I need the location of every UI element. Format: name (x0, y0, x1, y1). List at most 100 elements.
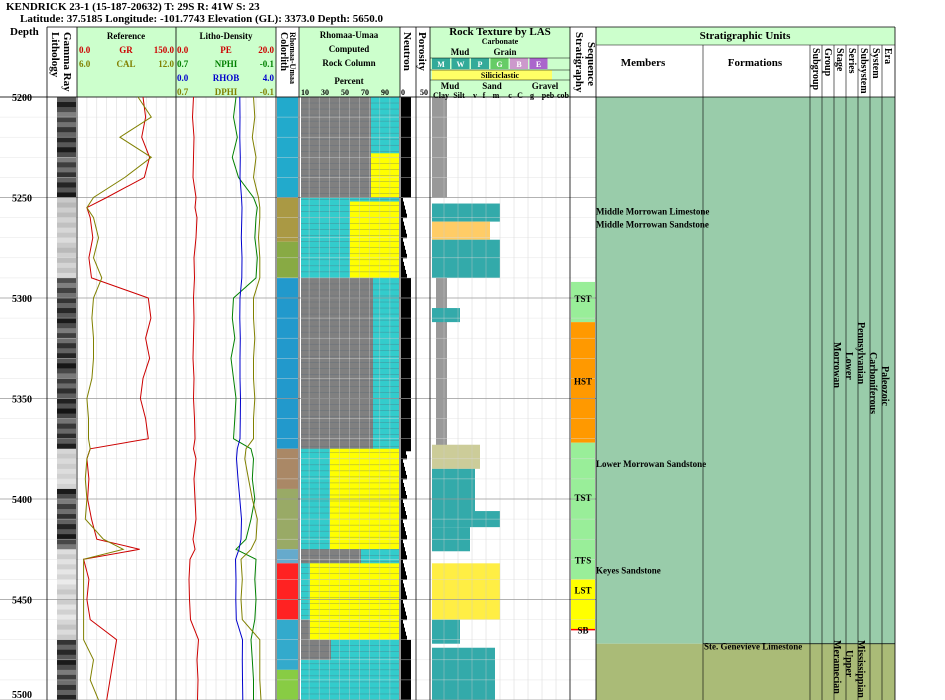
porosity-label: Porosity (416, 32, 428, 71)
neutron-porosity-fill (401, 511, 406, 516)
neutron-porosity-fill (401, 306, 411, 311)
texture-class-box (471, 58, 489, 69)
series-label: Lower (843, 352, 854, 380)
gamma-ray-lithology-band (57, 689, 76, 696)
gamma-ray-lithology-band (57, 393, 76, 399)
gamma-ray-lithology-band (57, 519, 76, 525)
neutron-porosity-fill (401, 237, 403, 243)
gamma-ray-lithology-band (57, 659, 76, 666)
neutron-porosity-fill (401, 330, 411, 335)
neutron-porosity-fill (401, 145, 411, 150)
neutron-porosity-fill (401, 579, 403, 584)
gamma-ray-lithology-band (57, 564, 76, 570)
neutron-porosity-fill (401, 314, 411, 319)
texture-class-box (451, 58, 470, 69)
neutron-porosity-fill (401, 241, 404, 247)
neutron-porosity-fill (401, 310, 411, 315)
gamma-ray-lithology-band (57, 368, 76, 374)
neutron-porosity-fill (401, 386, 411, 391)
neutron-porosity-fill (401, 181, 411, 186)
neutron-porosity-fill (401, 603, 404, 609)
curve-dphi (240, 96, 262, 700)
neutron-porosity-fill (401, 659, 411, 665)
neutron-porosity-fill (401, 454, 407, 460)
texture-siliciclastic-class: g (530, 91, 534, 100)
neutron-porosity-fill (401, 531, 406, 536)
gamma-ray-lithology-band (57, 363, 76, 369)
neutron-porosity-fill (401, 366, 411, 371)
texture-class-label: M (437, 60, 445, 69)
gamma-ray-lithology-band (57, 619, 76, 626)
rock-column-tick: 90 (381, 88, 389, 97)
strat-member-label: Lower Morrowan Sandstone (596, 459, 706, 469)
subsystem-label: Mississippian (855, 640, 866, 698)
texture-class-box (490, 58, 509, 69)
sequence-label-tfs: TFS (575, 555, 592, 565)
gamma-ray-lithology-band (57, 287, 76, 294)
depth-tick-label: 5350 (12, 395, 32, 406)
neutron-tick: 0 (401, 88, 405, 97)
colorlith-fill (277, 448, 298, 489)
reference-header-bg (77, 27, 176, 97)
gamma-ray-lithology-band (57, 152, 76, 158)
neutron-porosity-fill (401, 97, 411, 102)
neutron-porosity-fill (401, 543, 404, 548)
neutron-porosity-fill (401, 615, 407, 621)
neutron-porosity-fill (401, 121, 411, 126)
gamma-ray-lithology-band (57, 187, 76, 193)
litho-curve-name: PE (220, 45, 232, 55)
gamma-ray-lithology-band (57, 202, 76, 209)
gamma-ray-lithology-band (57, 488, 76, 495)
neutron-porosity-fill (401, 137, 411, 142)
neutron-porosity-fill (401, 394, 411, 399)
neutron-porosity-fill (401, 101, 411, 106)
neutron-porosity-fill (401, 129, 411, 134)
litho-curve-min: 0.7 (177, 59, 189, 69)
rock-column-line2: Rock Column (322, 58, 375, 68)
gamma-ray-lithology-band (57, 609, 76, 616)
neutron-porosity-fill (401, 418, 411, 424)
gamma-ray-lithology-band (57, 157, 76, 163)
colorlith-fill (277, 563, 298, 620)
neutron-porosity-fill (401, 527, 405, 532)
colorlith-fill (277, 241, 298, 278)
neutron-porosity-fill (401, 683, 411, 689)
gamma-ray-lithology-band (57, 504, 76, 510)
neutron-porosity-fill (401, 293, 411, 299)
neutron-porosity-fill (401, 217, 403, 223)
gamma-ray-lithology-band (57, 192, 76, 198)
strat-column-label: Era (882, 48, 893, 64)
litho-curve-max: -0.1 (260, 87, 275, 97)
neutron-porosity-fill (401, 462, 404, 468)
neutron-porosity-fill (401, 587, 405, 592)
rock-column-tick: 30 (321, 88, 329, 97)
gamma-ray-lithology-band (57, 674, 76, 681)
gamma-ray-lithology-band (57, 227, 76, 234)
texture-bar (432, 221, 490, 240)
gamma-ray-lithology-band (57, 473, 76, 480)
gamma-ray-lithology-band (57, 112, 76, 118)
depth-tick-label: 5250 (12, 194, 32, 205)
gamma-ray-lithology-band (57, 373, 76, 379)
neutron-porosity-fill (401, 490, 406, 496)
rock-column-tick: 10 (301, 88, 309, 97)
neutron-tick: 50 (420, 88, 428, 97)
litho-curve-min: 0.0 (177, 73, 189, 83)
neutron-porosity-fill (401, 374, 411, 379)
gamma-ray-lithology-band (57, 589, 76, 595)
stratigraphy-label: Stratigraphy (573, 32, 585, 93)
log-curve-layer (82, 96, 262, 700)
neutron-porosity-fill (401, 635, 407, 641)
texture-class-label: W (457, 60, 465, 69)
sequence-label-tst: TST (574, 493, 591, 503)
depth-tick-label: 5300 (12, 294, 32, 305)
depth-tick-label: 5500 (12, 690, 32, 700)
texture-class-label: B (516, 60, 522, 69)
neutron-porosity-fill (401, 109, 411, 114)
colorlith-fill (277, 669, 298, 700)
neutron-porosity-fill (401, 149, 411, 154)
neutron-porosity-fill (401, 177, 411, 182)
neutron-porosity-fill (401, 687, 411, 693)
neutron-porosity-fill (401, 402, 411, 408)
texture-siliciclastic-class: m (493, 91, 500, 100)
